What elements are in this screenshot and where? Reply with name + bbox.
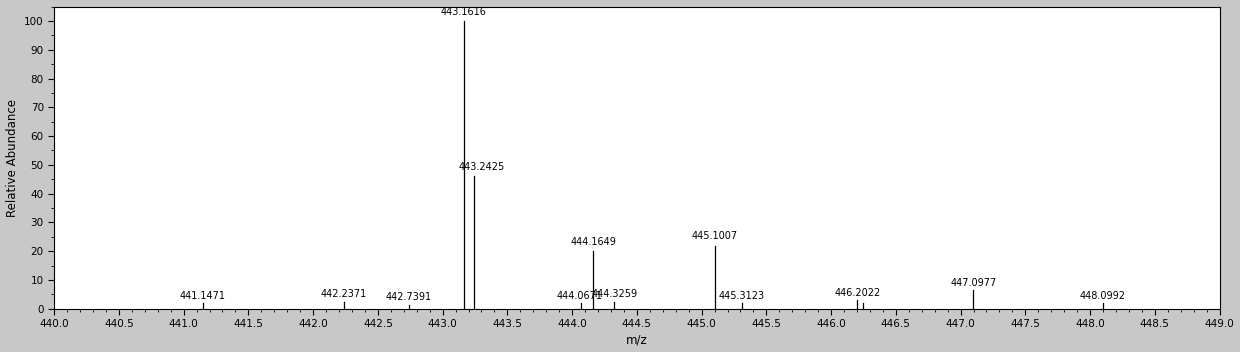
Text: 442.2371: 442.2371 [321, 289, 367, 299]
X-axis label: m/z: m/z [626, 333, 647, 346]
Text: 443.1616: 443.1616 [440, 7, 486, 17]
Text: 444.3259: 444.3259 [591, 289, 637, 299]
Text: 444.0671: 444.0671 [557, 291, 603, 301]
Text: 445.3123: 445.3123 [719, 291, 765, 301]
Text: 442.7391: 442.7391 [386, 292, 432, 302]
Text: 446.2022: 446.2022 [835, 288, 880, 298]
Text: 445.1007: 445.1007 [692, 231, 738, 241]
Text: 448.0992: 448.0992 [1080, 291, 1126, 301]
Text: 447.0977: 447.0977 [950, 278, 997, 288]
Y-axis label: Relative Abundance: Relative Abundance [5, 99, 19, 217]
Text: 443.2425: 443.2425 [459, 162, 505, 172]
Text: 441.1471: 441.1471 [180, 291, 226, 301]
Text: 444.1649: 444.1649 [570, 237, 616, 247]
